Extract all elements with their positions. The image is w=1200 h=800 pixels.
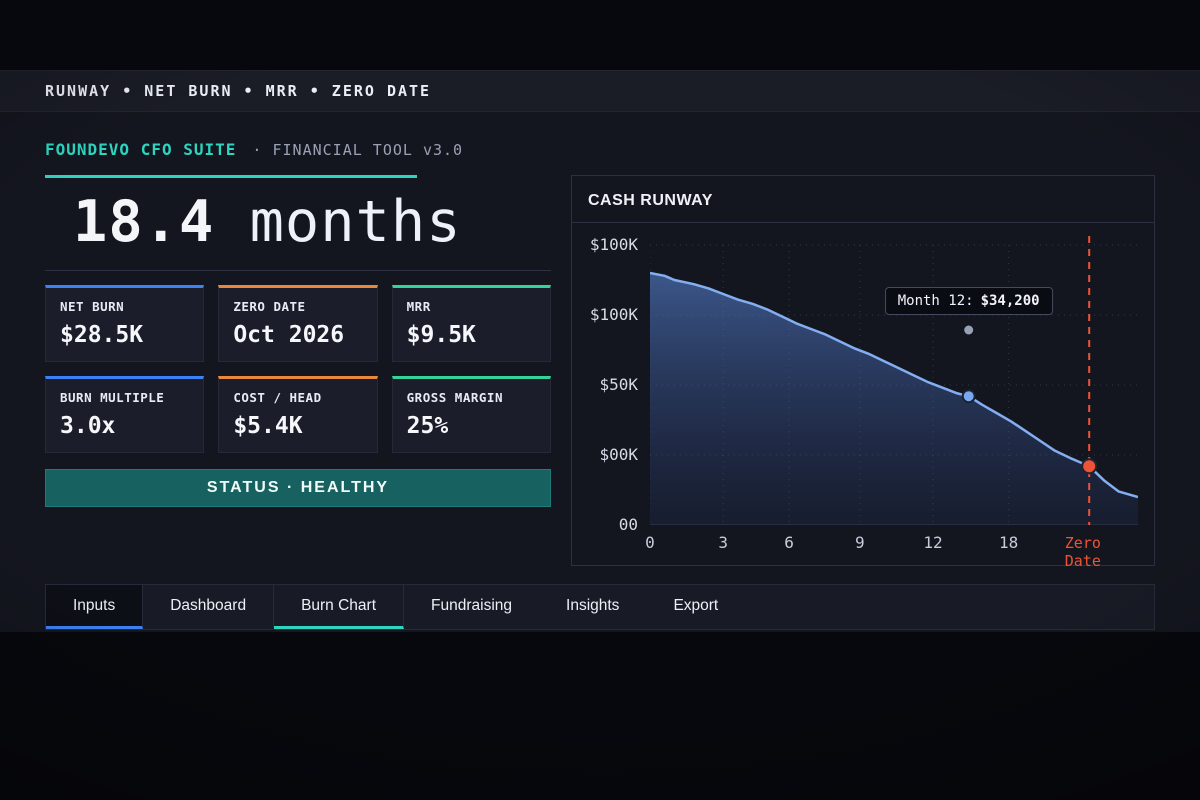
metric-label: MRR [406,299,431,314]
tab-label: Inputs [73,596,116,614]
y-tick-label: $00K [599,445,638,464]
chart-panel: CASH RUNWAY $100K $100K $50K $00K 00 Month 1… [571,175,1155,570]
metric-value: $5.4K [233,413,303,439]
y-tick-label: $50K [599,375,638,394]
runway-value: 18.4 [73,189,215,255]
chart-tooltip: Month 12: $34,200 [884,287,1053,315]
metric-label: GROSS MARGIN [406,390,503,405]
metric-label: COST / HEAD [233,390,322,405]
tooltip-value: $34,200 [980,293,1040,309]
main-panel: FOUNDEVO CFO SUITE · FINANCIAL TOOL v3.0… [0,112,1200,632]
y-tick-label: $100K [589,235,638,254]
tab-burn-chart[interactable]: Burn Chart [274,585,405,629]
runway-chart[interactable] [650,233,1138,525]
tooltip-label: Month 12: [897,293,974,309]
tab-dashboard[interactable]: Dashboard [143,585,275,629]
tab-fundraising[interactable]: Fundraising [404,585,539,629]
x-tick-label: 6 [784,533,794,552]
x-tick-label: 12 [923,533,943,552]
tab-label: Export [673,596,719,614]
tab-label: Burn Chart [301,596,377,614]
section-divider [45,270,551,271]
metric-value: 3.0x [60,413,116,439]
metric-label: ZERO DATE [233,299,306,314]
plot-area[interactable]: Month 12: $34,200 [650,233,1138,525]
metric-value: $28.5K [60,322,144,348]
runway-underline [45,175,417,178]
metric-label: NET BURN [60,299,125,314]
metrics-grid: NET BURN $28.5K ZERO DATE Oct 2026 MRR $9.5K B… [45,285,551,453]
x-tick-label: 18 [999,533,1019,552]
tab-label: Dashboard [170,596,247,614]
y-tick-label: 00 [618,515,638,534]
summary-column: 18.4 months NET BURN $28.5K ZERO DATE Oct 2… [45,175,551,566]
metric-value: Oct 2026 [233,322,345,348]
tab-export[interactable]: Export [646,585,745,629]
metric-card-gross-margin: GROSS MARGIN 25% [391,376,551,453]
tab-bar: Inputs Dashboard Burn Chart Fundraising Insi… [45,584,1155,630]
tooltip-connector-dot [964,325,974,335]
tab-insights[interactable]: Insights [539,585,646,629]
x-tick-label: 3 [718,533,729,552]
x-tick-label: 9 [855,533,865,552]
metric-value: 25% [406,413,449,439]
metric-label: BURN MULTIPLE [60,390,165,405]
chart-title: CASH RUNWAY [588,192,713,209]
metric-card-net-burn: NET BURN $28.5K [45,285,205,362]
brand-title: FOUNDEVO CFO SUITE [45,140,237,159]
runway-unit: months [249,189,462,255]
zero-date-label: Zero Date [1064,534,1101,570]
tab-label: Insights [566,596,620,614]
y-axis: $100K $100K $50K $00K 00 [588,233,650,534]
tab-inputs[interactable]: Inputs [46,585,144,629]
runway-headline: 18.4 months [45,190,551,254]
zero-date-marker[interactable] [1081,458,1098,475]
chart-divider [572,222,1154,223]
app-subtitle: · FINANCIAL TOOL v3.0 [252,141,464,159]
metric-card-cost-head: COST / HEAD $5.4K [218,376,378,453]
app-header: FOUNDEVO CFO SUITE · FINANCIAL TOOL v3.0 [45,112,1155,159]
x-tick-label: 0 [645,533,655,552]
metric-card-mrr: MRR $9.5K [391,285,551,362]
ticker-text: RUNWAY • NET BURN • MRR • ZERO DATE [45,82,432,100]
metric-card-zero-date: ZERO DATE Oct 2026 [218,285,378,362]
tab-label: Fundraising [431,596,513,614]
y-tick-label: $100K [589,305,638,324]
ticker-bar: RUNWAY • NET BURN • MRR • ZERO DATE [0,70,1200,112]
status-banner: STATUS · HEALTHY [45,469,551,507]
month-12-marker[interactable] [961,389,976,404]
metric-card-burn-multiple: BURN MULTIPLE 3.0x [45,376,205,453]
metric-value: $9.5K [406,322,476,348]
x-axis: 0 3 6 9 12 18 Zero Date [645,525,1138,570]
